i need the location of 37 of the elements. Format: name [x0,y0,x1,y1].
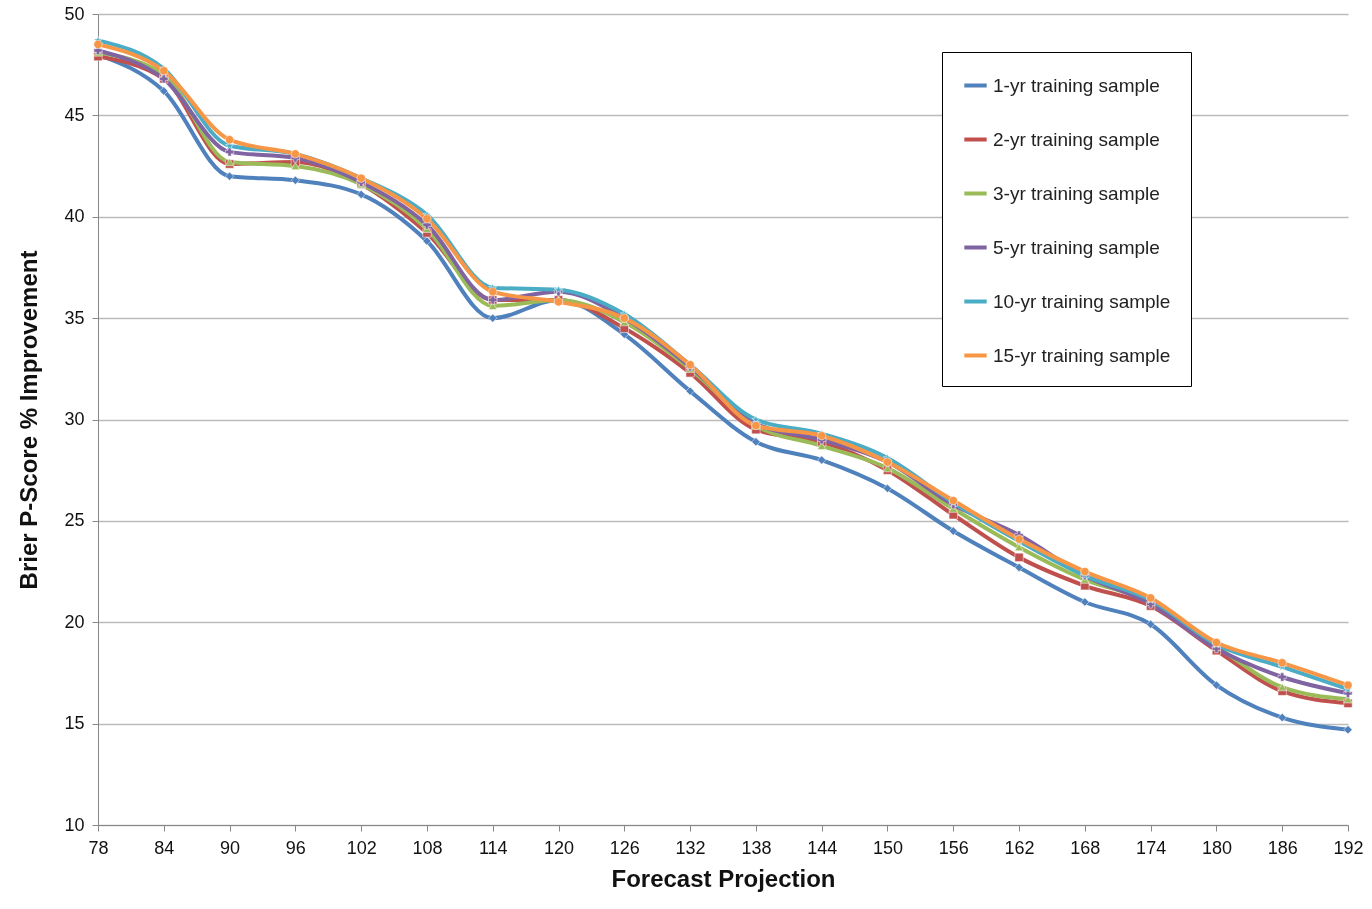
x-tick-label: 120 [544,837,575,858]
x-tick-label: 180 [1201,837,1232,858]
x-tick-label: 84 [154,837,175,858]
y-tick-label: 15 [64,713,85,734]
x-tick-label: 102 [346,837,377,858]
y-tick-label: 35 [64,307,85,328]
x-tick-label: 192 [1333,837,1364,858]
legend-label: 2-yr training sample [993,128,1160,150]
x-tick-label: 96 [285,837,306,858]
y-tick-label: 25 [64,510,85,531]
x-tick-label: 168 [1070,837,1101,858]
y-tick-label: 40 [64,206,85,227]
x-tick-label: 174 [1136,837,1167,858]
x-tick-label: 114 [478,837,508,858]
x-tick-label: 108 [412,837,443,858]
x-tick-label: 132 [675,837,706,858]
y-tick-label: 50 [64,3,85,24]
x-tick-label: 144 [807,837,838,858]
x-axis-title: Forecast Projection [611,864,836,892]
legend-label: 10-yr training sample [993,290,1171,312]
y-tick-label: 20 [64,611,85,632]
y-tick-label: 30 [64,409,85,429]
x-tick-label: 90 [220,837,241,858]
legend-label: 15-yr training sample [993,344,1171,366]
x-tick-label: 162 [1004,837,1035,858]
x-tick-label: 150 [872,837,903,858]
legend-label: 5-yr training sample [993,236,1160,258]
x-tick-label: 126 [609,837,640,858]
x-tick-label: 186 [1267,837,1298,858]
y-tick-label: 45 [64,104,85,125]
x-tick-label: 138 [741,837,772,858]
legend-label: 3-yr training sample [993,182,1160,204]
legend-label: 1-yr training sample [993,74,1160,96]
y-axis-title: Brier P-Score % Improvement [15,250,43,590]
x-tick-label: 156 [938,837,969,858]
x-tick-label: 78 [88,837,109,858]
y-tick-label: 10 [64,814,85,835]
